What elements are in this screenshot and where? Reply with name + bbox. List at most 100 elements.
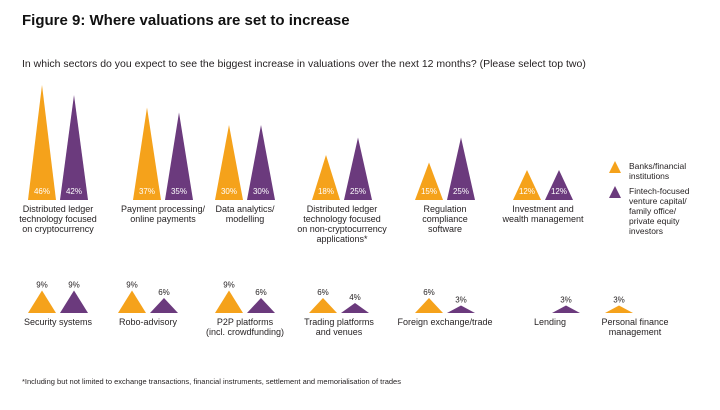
legend-label: Fintech-focused xyxy=(629,186,690,196)
banks-legend-marker xyxy=(609,161,621,173)
fintech-triangle xyxy=(447,137,475,200)
category-label: technology focused xyxy=(303,214,381,224)
category-label: Trading platforms xyxy=(304,317,374,327)
category-label: compliance xyxy=(422,214,468,224)
fintech-triangle xyxy=(150,298,178,313)
banks-triangle xyxy=(133,107,161,200)
fintech-triangle xyxy=(341,303,369,313)
category-label: technology focused xyxy=(19,214,97,224)
value-label: 3% xyxy=(560,296,572,305)
category-label: Lending xyxy=(534,317,566,327)
value-label: 18% xyxy=(318,187,334,196)
footnote: *Including but not limited to exchange t… xyxy=(22,377,401,386)
value-label: 12% xyxy=(519,187,535,196)
category-group: 37% 35% Payment processing/online payments xyxy=(121,107,206,224)
category-label: Security systems xyxy=(24,317,93,327)
banks-triangle xyxy=(605,305,633,313)
category-group: 9% 6% Robo-advisory xyxy=(118,281,178,327)
category-group: 9% 6% P2P platforms(incl. crowdfunding) xyxy=(206,281,284,338)
fintech-triangle xyxy=(447,305,475,313)
banks-triangle xyxy=(312,155,340,200)
value-label: 42% xyxy=(66,187,82,196)
category-label: P2P platforms xyxy=(217,317,274,327)
value-label: 9% xyxy=(223,281,235,290)
category-label: Foreign exchange/trade xyxy=(397,317,492,327)
category-label: Robo-advisory xyxy=(119,317,178,327)
category-label: (incl. crowdfunding) xyxy=(206,327,284,337)
category-label: online payments xyxy=(130,214,196,224)
legend-label: Banks/financial xyxy=(629,161,686,171)
fintech-triangle xyxy=(60,290,88,313)
value-label: 6% xyxy=(317,288,329,297)
category-label: on non-cryptocurrency xyxy=(297,224,387,234)
banks-triangle xyxy=(415,298,443,313)
value-label: 9% xyxy=(68,281,80,290)
survey-question: In which sectors do you expect to see th… xyxy=(22,58,586,70)
banks-triangle xyxy=(309,298,337,313)
legend-label: investors xyxy=(629,226,663,236)
value-label: 6% xyxy=(255,288,267,297)
category-label: Distributed ledger xyxy=(23,204,94,214)
legend-label: venture capital/ xyxy=(629,196,687,206)
value-label: 30% xyxy=(253,187,269,196)
category-label: Data analytics/ xyxy=(215,204,275,214)
banks-triangle xyxy=(415,162,443,200)
fintech-legend-marker xyxy=(609,186,621,198)
banks-triangle xyxy=(215,125,243,200)
value-label: 9% xyxy=(126,281,138,290)
category-group: 9% 9% Security systems xyxy=(24,281,93,328)
value-label: 4% xyxy=(349,293,361,302)
category-label: wealth management xyxy=(501,214,584,224)
value-label: 25% xyxy=(350,187,366,196)
value-label: 12% xyxy=(551,187,567,196)
category-label: modelling xyxy=(226,214,265,224)
category-group: 3% Lending xyxy=(534,296,580,327)
fintech-triangle xyxy=(165,112,193,200)
banks-triangle xyxy=(28,85,56,200)
fintech-triangle xyxy=(552,305,580,313)
value-label: 3% xyxy=(613,296,625,305)
banks-triangle xyxy=(28,290,56,313)
value-label: 46% xyxy=(34,187,50,196)
value-label: 6% xyxy=(158,288,170,297)
fintech-triangle xyxy=(247,125,275,200)
category-label: Regulation xyxy=(423,204,466,214)
banks-triangle xyxy=(118,290,146,313)
value-label: 30% xyxy=(221,187,237,196)
value-label: 6% xyxy=(423,288,435,297)
value-label: 25% xyxy=(453,187,469,196)
category-label: applications* xyxy=(316,234,368,244)
fintech-triangle xyxy=(60,95,88,200)
category-label: software xyxy=(428,224,462,234)
legend-label: institutions xyxy=(629,171,669,181)
fintech-triangle xyxy=(545,170,573,200)
category-label: Investment and xyxy=(512,204,574,214)
fintech-triangle xyxy=(247,298,275,313)
figure-title: Figure 9: Where valuations are set to in… xyxy=(22,12,350,29)
value-label: 9% xyxy=(36,281,48,290)
category-group: 30% 30% Data analytics/modelling xyxy=(215,125,275,224)
category-label: Distributed ledger xyxy=(307,204,378,214)
value-label: 35% xyxy=(171,187,187,196)
category-label: management xyxy=(609,327,662,337)
banks-triangle xyxy=(215,290,243,313)
category-label: Payment processing/ xyxy=(121,204,206,214)
banks-triangle xyxy=(513,170,541,200)
category-label: on cryptocurrency xyxy=(22,224,94,234)
category-label: Personal finance xyxy=(601,317,668,327)
legend-label: private equity xyxy=(629,216,680,226)
fintech-triangle xyxy=(344,137,372,200)
category-group: 6% 3% Foreign exchange/trade xyxy=(397,288,492,327)
legend-label: family office/ xyxy=(629,206,677,216)
category-label: and venues xyxy=(316,327,363,337)
value-label: 3% xyxy=(455,296,467,305)
